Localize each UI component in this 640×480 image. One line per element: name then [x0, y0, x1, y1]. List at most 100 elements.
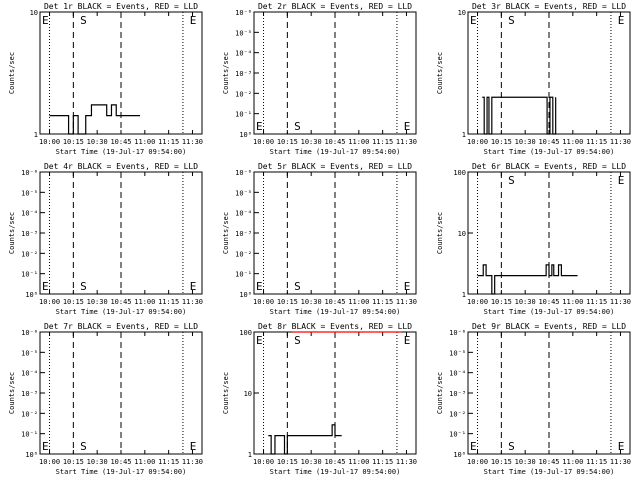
x-tick-label: 11:30 — [182, 138, 203, 146]
x-tick-label: 11:30 — [396, 458, 417, 466]
x-tick-label: 10:45 — [110, 458, 131, 466]
y-axis-label: Counts/sec — [8, 52, 16, 94]
x-tick-label: 10:00 — [467, 298, 488, 306]
marker-label: S — [80, 14, 87, 27]
y-tick-label: 10⁻⁴ — [235, 210, 252, 218]
x-tick-label: 10:15 — [277, 458, 298, 466]
panel-det-3: Det 3r BLACK = Events, RED = LLD Counts/s… — [436, 2, 631, 156]
x-tick-label: 11:00 — [562, 138, 583, 146]
x-tick-label: 11:00 — [348, 298, 369, 306]
panel-det-4: Det 4r BLACK = Events, RED = LLD Counts/s… — [8, 162, 203, 316]
marker-label: S — [294, 334, 301, 347]
y-tick-label: 10⁻⁵ — [21, 349, 38, 357]
x-tick-label: 10:45 — [538, 298, 559, 306]
y-axis-label: Counts/sec — [222, 372, 230, 414]
x-tick-label: 10:15 — [63, 138, 84, 146]
marker-label: S — [508, 174, 515, 187]
x-tick-label: 11:15 — [586, 138, 607, 146]
panel-det-8: Det 8r BLACK = Events, RED = LLD Counts/s… — [222, 322, 417, 476]
x-tick-label: 11:00 — [562, 458, 583, 466]
marker-label: E — [42, 14, 49, 27]
marker-label: E — [256, 334, 263, 347]
x-tick-label: 10:45 — [538, 138, 559, 146]
marker-label: S — [294, 280, 301, 293]
y-tick-label: 10 — [244, 390, 252, 398]
x-axis-label: Start Time (19-Jul-17 09:54:00) — [56, 468, 187, 476]
x-tick-label: 11:15 — [586, 458, 607, 466]
y-tick-label: 10⁻³ — [21, 230, 38, 238]
y-tick-label: 10 — [458, 230, 466, 238]
x-tick-label: 10:15 — [63, 298, 84, 306]
x-tick-label: 10:45 — [324, 298, 345, 306]
x-axis-label: Start Time (19-Jul-17 09:54:00) — [270, 308, 401, 316]
y-tick-label: 10⁰ — [239, 291, 252, 299]
y-tick-label: 10⁻¹ — [449, 431, 466, 439]
y-axis-label: Counts/sec — [222, 212, 230, 254]
y-tick-label: 10⁻⁴ — [21, 370, 38, 378]
marker-label: S — [80, 280, 87, 293]
x-tick-label: 10:15 — [277, 138, 298, 146]
marker-label: E — [618, 14, 625, 27]
y-tick-label: 1 — [462, 291, 466, 299]
x-tick-label: 11:00 — [348, 138, 369, 146]
marker-label: E — [618, 440, 625, 453]
panel-det-9: Det 9r BLACK = Events, RED = LLD Counts/s… — [436, 322, 631, 476]
x-tick-label: 11:15 — [372, 458, 393, 466]
y-tick-label: 10⁻³ — [235, 70, 252, 78]
x-axis-label: Start Time (19-Jul-17 09:54:00) — [56, 308, 187, 316]
x-axis-label: Start Time (19-Jul-17 09:54:00) — [270, 468, 401, 476]
panel-title: Det 4r BLACK = Events, RED = LLD — [44, 162, 198, 171]
x-tick-label: 11:00 — [348, 458, 369, 466]
x-tick-label: 10:45 — [110, 298, 131, 306]
panel-title: Det 2r BLACK = Events, RED = LLD — [258, 2, 412, 11]
marker-label: E — [404, 280, 411, 293]
x-tick-label: 10:45 — [538, 458, 559, 466]
x-tick-label: 10:45 — [324, 458, 345, 466]
marker-label: S — [508, 440, 515, 453]
x-tick-label: 10:15 — [63, 458, 84, 466]
y-tick-label: 10⁻⁶ — [21, 169, 38, 177]
series-line — [477, 264, 578, 295]
marker-label: E — [470, 440, 477, 453]
x-tick-label: 10:30 — [515, 298, 536, 306]
y-tick-label: 10⁻⁶ — [449, 329, 466, 337]
marker-label: E — [256, 280, 263, 293]
y-tick-label: 10⁻⁶ — [235, 169, 252, 177]
y-tick-label: 10⁰ — [25, 451, 38, 459]
x-tick-label: 10:00 — [253, 138, 274, 146]
marker-label: E — [404, 334, 411, 347]
y-tick-label: 10⁻² — [21, 410, 38, 418]
x-tick-label: 10:00 — [39, 298, 60, 306]
x-axis-label: Start Time (19-Jul-17 09:54:00) — [484, 308, 615, 316]
y-tick-label: 10⁻² — [235, 250, 252, 258]
x-tick-label: 11:30 — [182, 298, 203, 306]
marker-label: E — [42, 280, 49, 293]
y-tick-label: 10 — [30, 9, 38, 17]
x-tick-label: 10:30 — [87, 138, 108, 146]
x-tick-label: 10:00 — [253, 298, 274, 306]
y-tick-label: 10⁻⁴ — [235, 50, 252, 58]
y-tick-label: 10⁻³ — [21, 390, 38, 398]
marker-label: E — [256, 120, 263, 133]
y-tick-label: 10⁻⁶ — [21, 329, 38, 337]
x-tick-label: 11:30 — [610, 138, 631, 146]
panel-det-2: Det 2r BLACK = Events, RED = LLD Counts/s… — [222, 2, 417, 156]
panel-title: Det 1r BLACK = Events, RED = LLD — [44, 2, 198, 11]
y-tick-label: 10⁻² — [235, 90, 252, 98]
x-tick-label: 11:00 — [134, 138, 155, 146]
marker-label: E — [470, 14, 477, 27]
y-tick-label: 10⁻⁵ — [235, 29, 252, 37]
x-tick-label: 11:15 — [158, 298, 179, 306]
y-tick-label: 10 — [458, 9, 466, 17]
panel-det-6: Det 6r BLACK = Events, RED = LLD Counts/s… — [436, 162, 631, 316]
series-line — [268, 424, 342, 455]
y-tick-label: 1 — [248, 451, 252, 459]
y-tick-label: 10⁻³ — [235, 230, 252, 238]
y-tick-label: 10⁻⁵ — [449, 349, 466, 357]
x-tick-label: 10:30 — [515, 458, 536, 466]
y-axis-label: Counts/sec — [8, 212, 16, 254]
y-axis-label: Counts/sec — [436, 372, 444, 414]
y-tick-label: 100 — [453, 169, 466, 177]
x-axis-label: Start Time (19-Jul-17 09:54:00) — [270, 148, 401, 156]
y-tick-label: 10⁻⁵ — [235, 189, 252, 197]
